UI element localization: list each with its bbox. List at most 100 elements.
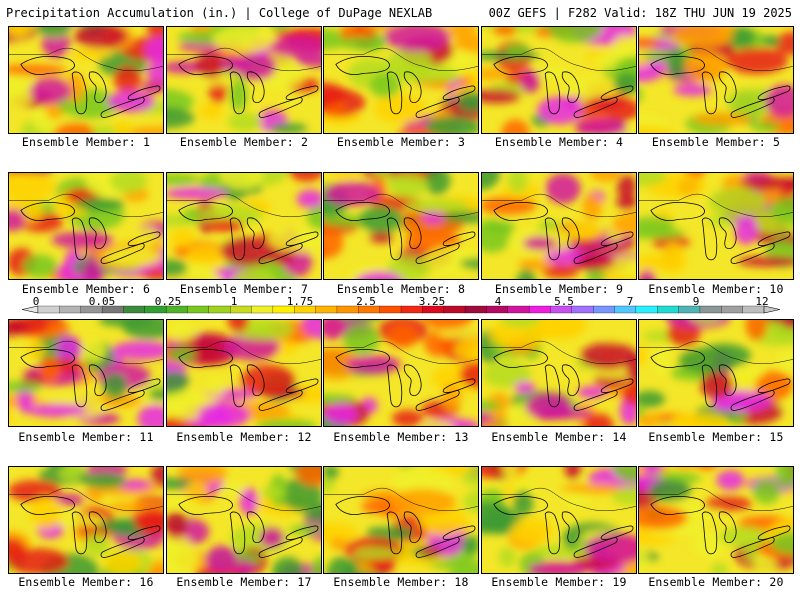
precip-blob — [167, 321, 197, 343]
colorbar-segment — [571, 305, 594, 314]
precip-blob — [329, 537, 348, 551]
colorbar-segment — [593, 305, 615, 314]
lake-shoreline — [415, 390, 460, 411]
precip-blob — [197, 402, 250, 426]
border-line — [324, 193, 478, 217]
precip-blob — [182, 208, 201, 221]
lake-shoreline — [573, 97, 618, 118]
precip-blob — [692, 530, 728, 559]
precip-blob — [770, 196, 793, 223]
lake-shoreline — [544, 511, 561, 555]
great-lakes-outline — [639, 340, 793, 411]
precip-blob — [227, 320, 250, 333]
great-lakes-outline — [324, 47, 478, 118]
precip-blob — [639, 87, 643, 102]
colorbar-segment — [635, 305, 658, 314]
precip-blob — [582, 193, 603, 221]
precipitation-map — [167, 173, 321, 279]
precip-blob — [227, 112, 263, 132]
precip-blob — [536, 66, 572, 80]
precipitation-map — [9, 27, 163, 133]
precip-blob — [137, 404, 163, 426]
lake-shoreline — [544, 364, 561, 408]
ensemble-map-panel — [8, 172, 164, 280]
border-line — [482, 340, 636, 364]
precip-blob — [384, 27, 451, 52]
precip-blob — [425, 116, 478, 133]
precip-blob — [492, 27, 517, 36]
lake-shoreline — [718, 217, 737, 249]
colorbar-segment — [721, 305, 744, 314]
precip-blob — [665, 320, 730, 329]
precipitation-map — [324, 27, 478, 133]
precip-blob — [167, 370, 190, 393]
precip-blob — [724, 47, 788, 75]
lake-shoreline — [701, 364, 718, 408]
precip-blob — [571, 254, 615, 270]
lake-shoreline — [20, 496, 75, 515]
precipitation-map — [167, 27, 321, 133]
ensemble-map-panel — [8, 466, 164, 574]
precipitation-field — [167, 27, 321, 133]
precip-blob — [102, 372, 127, 399]
colorbar-tick-label: 0.05 — [89, 296, 116, 308]
precip-blob — [98, 320, 154, 327]
great-lakes-outline — [324, 340, 478, 411]
precipitation-map — [639, 27, 793, 133]
precip-blob — [177, 467, 228, 485]
precipitation-field — [324, 173, 478, 279]
precip-blob — [764, 84, 793, 118]
precip-blob — [520, 69, 540, 94]
precip-blob — [389, 488, 456, 516]
lake-shoreline — [71, 217, 88, 261]
lake-shoreline — [285, 231, 319, 247]
colorbar-tick-label: 1.75 — [287, 296, 314, 308]
ensemble-member-label: Ensemble Member: 10 — [648, 282, 784, 296]
precip-blob — [677, 467, 695, 470]
precip-blob — [639, 390, 666, 408]
precip-blob — [302, 320, 321, 340]
precip-blob — [387, 325, 419, 348]
precip-blob — [776, 349, 793, 372]
lake-shoreline — [561, 71, 580, 103]
precip-blob — [518, 258, 552, 271]
precip-blob — [561, 483, 622, 494]
border-line — [9, 47, 163, 71]
precip-blob — [125, 125, 163, 133]
precip-blob — [324, 467, 339, 480]
precip-blob — [692, 112, 752, 126]
lake-shoreline — [71, 511, 88, 555]
ensemble-map-panel — [481, 319, 637, 427]
precip-blob — [369, 73, 401, 98]
precip-blob — [612, 211, 636, 238]
lake-shoreline — [493, 496, 548, 515]
precip-blob — [219, 173, 264, 190]
lake-shoreline — [335, 496, 390, 515]
lake-shoreline — [415, 97, 460, 118]
great-lakes-outline — [167, 47, 321, 118]
precip-blob — [149, 559, 163, 573]
lake-shoreline — [701, 511, 718, 555]
precip-blob — [83, 532, 110, 557]
ensemble-map-panel — [638, 319, 794, 427]
great-lakes-outline — [482, 340, 636, 411]
precip-blob — [150, 467, 163, 488]
precip-blob — [195, 52, 225, 78]
lake-shoreline — [127, 378, 161, 394]
precipitation-map — [639, 320, 793, 426]
border-line — [167, 487, 321, 511]
great-lakes-outline — [324, 193, 478, 264]
precip-blob — [366, 525, 415, 541]
precip-blob — [673, 84, 712, 97]
lake-shoreline — [178, 349, 233, 368]
colorbar-segment — [379, 305, 402, 314]
precip-blob — [167, 173, 200, 186]
precip-blob — [9, 208, 26, 232]
precipitation-field — [482, 173, 636, 279]
precip-blob — [527, 561, 588, 573]
precip-blob — [613, 73, 636, 95]
precipitation-map — [9, 320, 163, 426]
precip-blob — [53, 122, 95, 133]
precip-blob — [453, 35, 478, 53]
precip-blob — [183, 481, 209, 502]
